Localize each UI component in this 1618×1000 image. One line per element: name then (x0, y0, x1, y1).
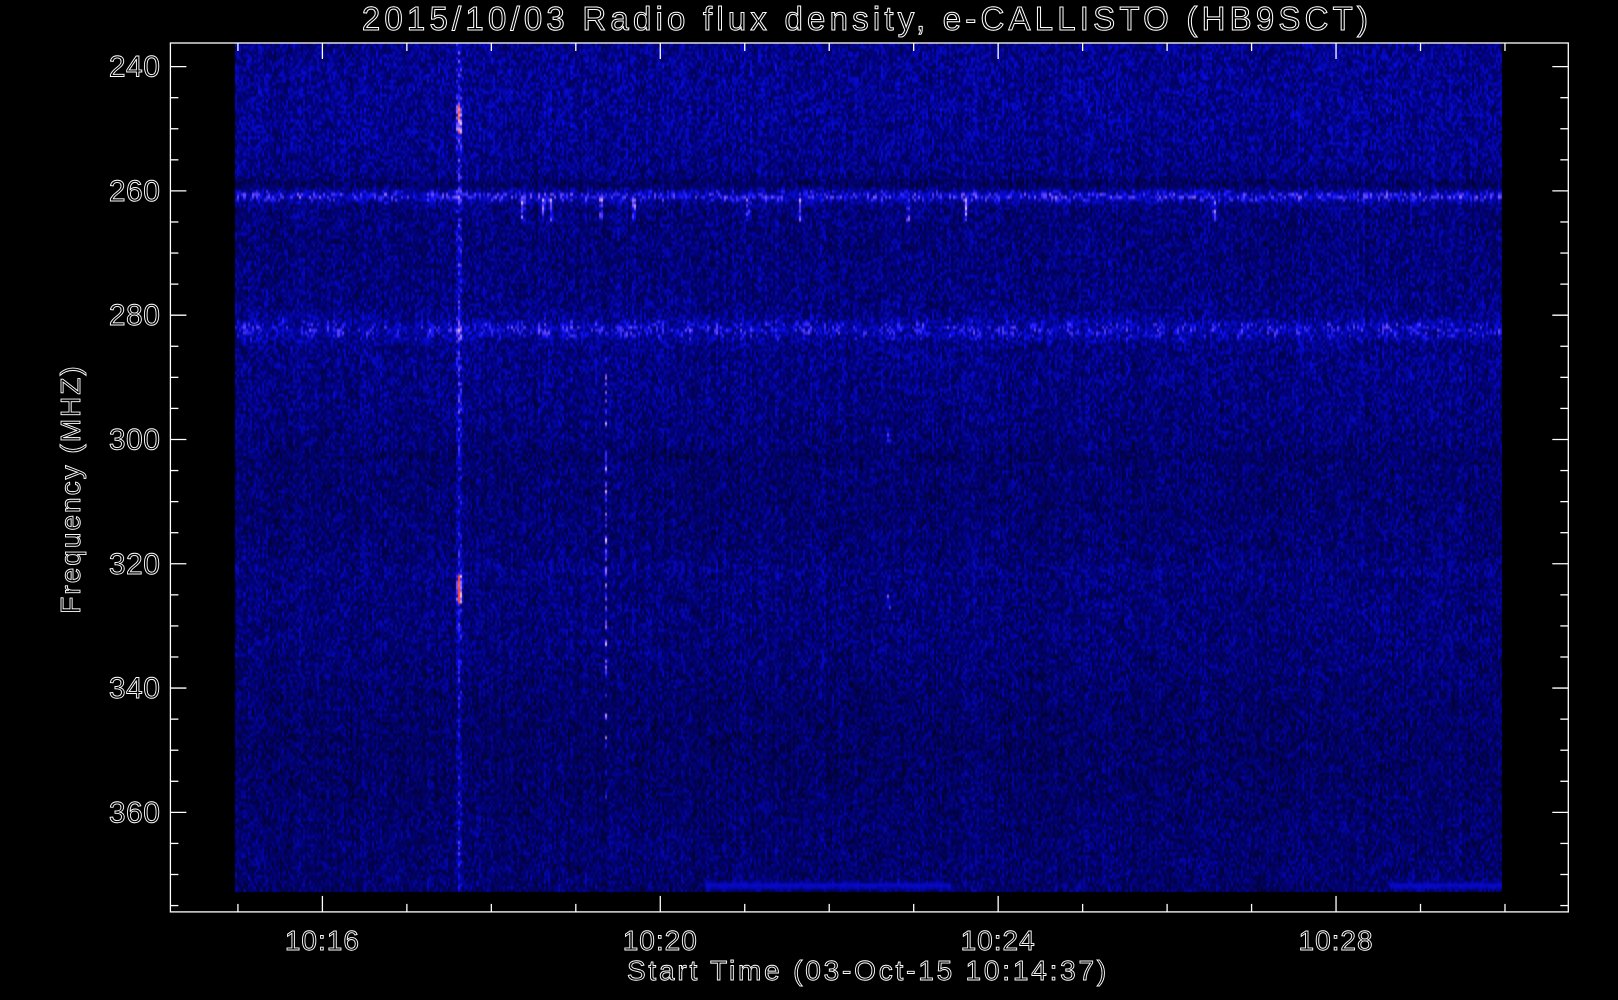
svg-text:320: 320 (109, 548, 161, 581)
svg-text:10:24: 10:24 (961, 925, 1036, 956)
svg-text:10:28: 10:28 (1299, 925, 1374, 956)
svg-text:Frequency (MHZ): Frequency (MHZ) (55, 364, 86, 613)
svg-text:240: 240 (109, 51, 161, 84)
svg-text:340: 340 (109, 672, 161, 705)
svg-text:260: 260 (109, 175, 161, 208)
svg-text:Start Time (03-Oct-15 10:14:37: Start Time (03-Oct-15 10:14:37) (627, 955, 1109, 986)
svg-text:10:20: 10:20 (623, 925, 698, 956)
svg-text:2015/10/03 Radio flux densit: 2015/10/03 Radio flux density, e-CALLIST… (362, 0, 1372, 37)
svg-text:280: 280 (109, 299, 161, 332)
svg-text:300: 300 (109, 423, 161, 456)
svg-text:360: 360 (109, 796, 161, 829)
svg-text:10:16: 10:16 (285, 925, 360, 956)
